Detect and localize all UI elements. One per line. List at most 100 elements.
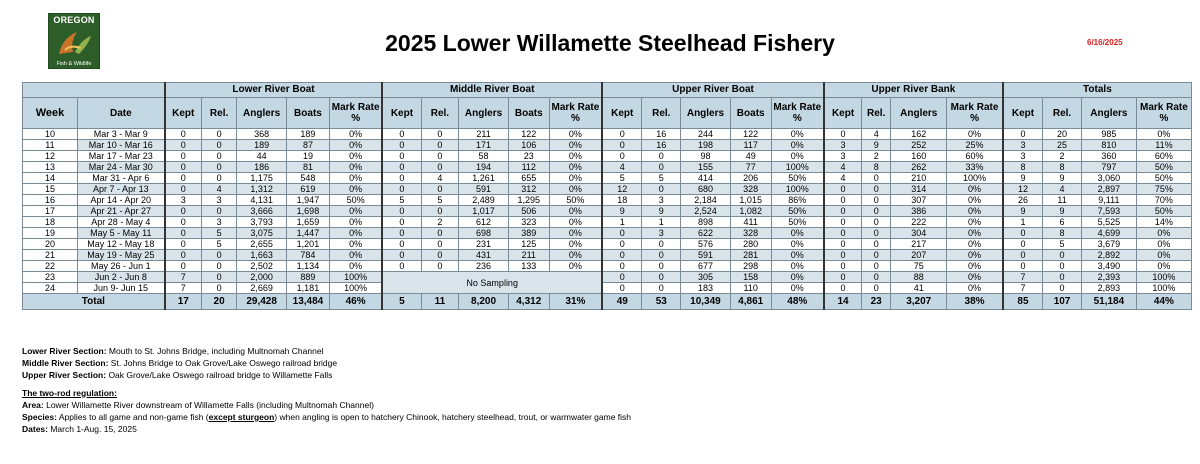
note-label: Area: xyxy=(22,399,44,410)
week-cell: 12 xyxy=(22,150,78,162)
data-cell-totals: 14% xyxy=(1135,216,1193,228)
week-cell: 22 xyxy=(22,260,78,272)
col-header-upper-bank: Kept xyxy=(822,97,863,129)
data-cell-upper-bank: 222 xyxy=(890,216,948,228)
data-cell-upper-bank: 0 xyxy=(861,205,892,217)
data-cell-middle-boat: 0 xyxy=(381,150,422,162)
data-cell-lower-boat: 1,663 xyxy=(236,249,287,261)
data-cell-upper-boat: 0% xyxy=(770,128,825,140)
data-cell-upper-boat: 155 xyxy=(680,161,731,173)
data-cell-upper-bank: 4 xyxy=(822,172,863,184)
note-middle-section: Middle River Section: St. Johns Bridge t… xyxy=(22,357,631,369)
col-header-week: Week xyxy=(22,97,78,129)
column-header-row: Week Date Kept Rel. Anglers Boats Mark Rate % K… xyxy=(22,97,1193,129)
table-row: 17 Apr 21 - Apr 27 0 0 3,666 1,698 0% 0 0 1,017 50… xyxy=(22,205,1193,217)
table-row: 14 Mar 31 - Apr 6 0 0 1,175 548 0% 0 4 1,261 655 0%… xyxy=(22,172,1193,184)
data-cell-upper-boat: 0 xyxy=(601,282,643,294)
data-cell-upper-bank: 304 xyxy=(890,227,948,239)
total-cell-lower-boat: 29,428 xyxy=(236,293,287,310)
data-cell-upper-bank: 0 xyxy=(822,128,863,140)
data-cell-upper-bank: 0% xyxy=(946,205,1004,217)
data-cell-upper-boat: 898 xyxy=(680,216,731,228)
col-header-upper-bank: Rel. xyxy=(861,97,892,129)
col-header-totals: Kept xyxy=(1001,97,1044,129)
data-cell-lower-boat: 1,698 xyxy=(285,205,330,217)
data-cell-upper-bank: 0 xyxy=(861,172,892,184)
data-cell-upper-bank: 0 xyxy=(822,205,863,217)
no-sampling-cell: No Sampling xyxy=(381,271,603,294)
steelhead-data-table: Lower River Boat Middle River Boat Upper… xyxy=(21,82,1193,310)
data-cell-lower-boat: 87 xyxy=(285,139,330,151)
data-cell-totals: 9 xyxy=(1042,172,1082,184)
data-cell-upper-boat: 158 xyxy=(729,271,772,283)
data-cell-totals: 0% xyxy=(1135,227,1193,239)
data-cell-totals: 0% xyxy=(1135,128,1193,140)
data-cell-upper-boat: 3 xyxy=(641,194,682,206)
data-cell-lower-boat: 0% xyxy=(328,161,383,173)
data-cell-middle-boat: 0 xyxy=(381,227,422,239)
col-header-upper-bank: Mark Rate % xyxy=(946,97,1004,129)
col-header-middle-boat: Mark Rate % xyxy=(548,97,603,129)
logo-top-text: OREGON xyxy=(53,15,95,25)
total-cell-lower-boat: 17 xyxy=(163,293,202,310)
col-header-upper-boat: Boats xyxy=(729,97,772,129)
data-cell-upper-boat: 122 xyxy=(729,128,772,140)
data-cell-upper-bank: 8 xyxy=(861,161,892,173)
data-cell-upper-bank: 314 xyxy=(890,183,948,195)
data-cell-totals: 100% xyxy=(1135,282,1193,294)
data-cell-upper-boat: 4 xyxy=(601,161,643,173)
page-title: 2025 Lower Willamette Steelhead Fishery xyxy=(385,30,835,56)
data-cell-lower-boat: 0 xyxy=(163,260,202,272)
data-cell-totals: 810 xyxy=(1080,139,1137,151)
data-cell-lower-boat: 2,669 xyxy=(236,282,287,294)
data-cell-upper-boat: 0 xyxy=(641,183,682,195)
data-cell-totals: 8 xyxy=(1042,227,1082,239)
data-cell-middle-boat: 58 xyxy=(458,150,509,162)
data-cell-middle-boat: 0 xyxy=(381,216,422,228)
table-row: 22 May 26 - Jun 1 0 0 2,502 1,134 0% 0 0 236 133 0%… xyxy=(22,260,1193,272)
data-cell-lower-boat: 0% xyxy=(328,227,383,239)
data-cell-upper-boat: 328 xyxy=(729,227,772,239)
data-cell-upper-boat: 100% xyxy=(770,183,825,195)
week-cell: 24 xyxy=(22,282,78,294)
data-cell-middle-boat: 0% xyxy=(548,150,603,162)
data-cell-middle-boat: 0 xyxy=(420,238,460,250)
data-cell-lower-boat: 7 xyxy=(163,282,202,294)
date-cell: Apr 21 - Apr 27 xyxy=(76,205,166,217)
data-cell-lower-boat: 0% xyxy=(328,238,383,250)
group-header-upper-boat: Upper River Boat xyxy=(601,82,825,98)
data-cell-middle-boat: 0 xyxy=(381,249,422,261)
data-cell-lower-boat: 0 xyxy=(163,205,202,217)
two-rod-heading: The two-rod regulation: xyxy=(22,387,117,398)
week-cell: 10 xyxy=(22,128,78,140)
data-cell-middle-boat: 0% xyxy=(548,205,603,217)
data-cell-middle-boat: 0 xyxy=(420,128,460,140)
week-cell: 13 xyxy=(22,161,78,173)
data-cell-middle-boat: 133 xyxy=(507,260,550,272)
data-cell-totals: 3,060 xyxy=(1080,172,1137,184)
data-cell-totals: 9 xyxy=(1001,172,1044,184)
data-cell-lower-boat: 0 xyxy=(163,150,202,162)
data-cell-lower-boat: 1,947 xyxy=(285,194,330,206)
data-cell-upper-boat: 110 xyxy=(729,282,772,294)
date-cell: May 19 - May 25 xyxy=(76,249,166,261)
data-cell-upper-boat: 0% xyxy=(770,227,825,239)
data-cell-lower-boat: 0 xyxy=(163,183,202,195)
data-cell-upper-bank: 217 xyxy=(890,238,948,250)
date-cell: Apr 28 - May 4 xyxy=(76,216,166,228)
data-cell-totals: 50% xyxy=(1135,205,1193,217)
data-cell-upper-boat: 328 xyxy=(729,183,772,195)
data-cell-upper-boat: 414 xyxy=(680,172,731,184)
data-cell-lower-boat: 3,666 xyxy=(236,205,287,217)
data-cell-upper-bank: 307 xyxy=(890,194,948,206)
data-cell-lower-boat: 784 xyxy=(285,249,330,261)
odfw-logo: OREGON Fish & Wildlife xyxy=(48,13,100,69)
data-cell-lower-boat: 0 xyxy=(200,260,238,272)
week-cell: 16 xyxy=(22,194,78,206)
total-cell-lower-boat: 13,484 xyxy=(285,293,330,310)
data-cell-upper-bank: 252 xyxy=(890,139,948,151)
data-cell-middle-boat: 122 xyxy=(507,128,550,140)
data-cell-upper-boat: 622 xyxy=(680,227,731,239)
data-cell-upper-boat: 0 xyxy=(601,227,643,239)
data-cell-totals: 100% xyxy=(1135,271,1193,283)
